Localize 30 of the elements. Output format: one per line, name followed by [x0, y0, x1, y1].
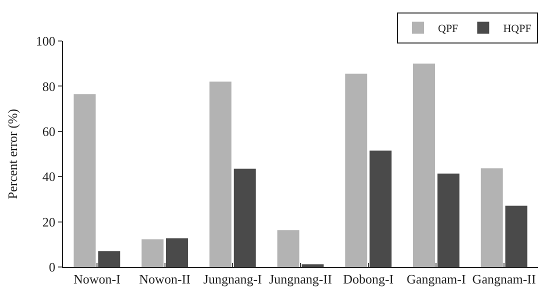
x-tick-label: Jungnang-I	[203, 272, 262, 287]
bar	[166, 238, 188, 267]
y-tick-label: 100	[36, 34, 56, 49]
x-tick-label: Gangnam-I	[406, 272, 466, 287]
legend-label: HQPF	[503, 23, 532, 36]
y-tick-label: 60	[42, 124, 56, 139]
bar	[345, 74, 368, 267]
bar	[98, 251, 120, 267]
bar	[209, 82, 232, 267]
legend-label: QPF	[438, 23, 458, 36]
bar	[142, 239, 164, 267]
x-tick-label: Nowon-II	[139, 272, 190, 287]
bar	[302, 264, 324, 267]
y-tick-label: 40	[42, 169, 56, 184]
x-tick-label: Nowon-I	[73, 272, 120, 287]
y-tick-label: 0	[48, 260, 56, 275]
bar	[505, 206, 528, 267]
bar	[277, 230, 300, 267]
bar	[370, 150, 392, 267]
bar	[234, 168, 256, 267]
x-tick-label: Dobong-I	[343, 272, 394, 287]
bar	[480, 168, 503, 267]
x-tick-label: Gangnam-II	[472, 272, 536, 287]
x-tick-label: Jungnang-II	[269, 272, 332, 287]
y-tick-label: 80	[42, 78, 56, 94]
bar	[437, 174, 460, 267]
bar	[413, 64, 435, 267]
bar	[74, 94, 96, 267]
y-axis-title: Percent error (%)	[4, 108, 20, 200]
y-tick-label: 20	[42, 214, 56, 230]
